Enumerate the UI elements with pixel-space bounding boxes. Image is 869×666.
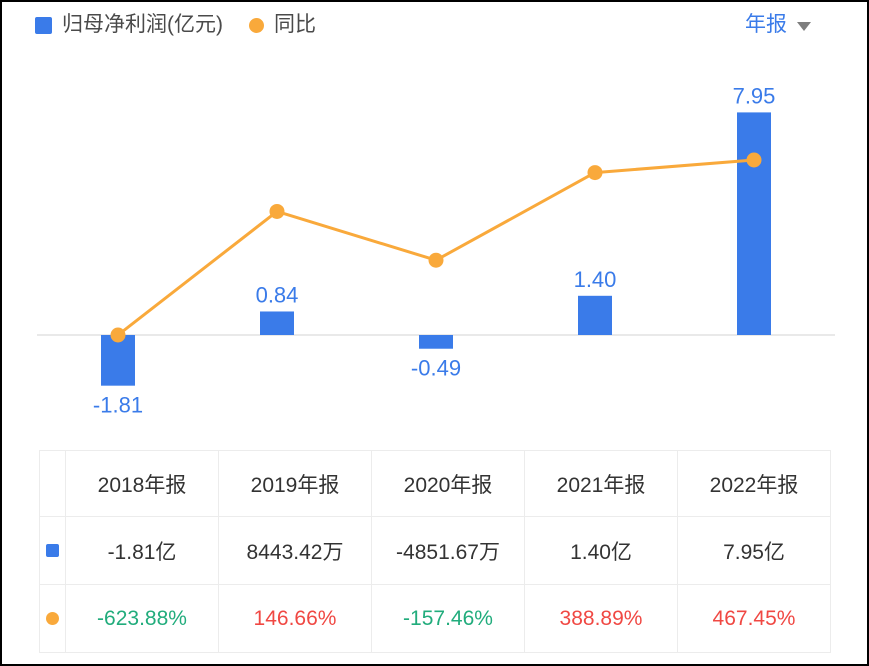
period-dropdown[interactable]: 年报 <box>745 13 811 37</box>
net-profit-square-icon <box>46 544 59 557</box>
bar-value-label-2020年报: -0.49 <box>411 356 461 381</box>
header-2021: 2021年报 <box>524 450 678 517</box>
yoy-2022: 467.45% <box>677 584 831 653</box>
period-dropdown-label: 年报 <box>745 13 787 36</box>
caret-down-icon <box>797 22 811 31</box>
yoy-point-2021年报[interactable] <box>587 165 603 181</box>
net-profit-icon-cell <box>39 516 66 585</box>
yoy-2018: -623.88% <box>65 584 219 653</box>
yoy-2021: 388.89% <box>524 584 678 653</box>
net-profit-square-icon <box>35 16 52 34</box>
profit-bar-2019年报[interactable] <box>260 311 294 335</box>
yoy-point-2022年报[interactable] <box>746 152 762 168</box>
net-profit-2021: 1.40亿 <box>524 516 678 585</box>
header-2018: 2018年报 <box>65 450 219 517</box>
yoy-point-2018年报[interactable] <box>110 327 126 343</box>
yoy-2020: -157.46% <box>371 584 525 653</box>
yoy-circle-icon <box>46 612 59 625</box>
chart-legend: 归母净利润(亿元) 同比 <box>35 13 316 37</box>
net-profit-row: -1.81亿 8443.42万 -4851.67万 1.40亿 7.95亿 <box>39 516 831 585</box>
yoy-line <box>117 158 755 337</box>
net-profit-2020: -4851.67万 <box>371 516 525 585</box>
profit-bar-2020年报[interactable] <box>419 335 453 349</box>
yoy-2019: 146.66% <box>218 584 372 653</box>
profit-bar-2022年报[interactable] <box>737 112 771 336</box>
net-profit-2022: 7.95亿 <box>677 516 831 585</box>
profit-yoy-chart: -1.81 0.84 -0.49 1.40 7.95 <box>37 83 835 418</box>
yoy-circle-icon <box>249 17 264 33</box>
legend-label-net-profit: 归母净利润(亿元) <box>62 13 223 36</box>
header-icon-cell <box>39 450 66 517</box>
yoy-icon-cell <box>39 584 66 653</box>
header-2019: 2019年报 <box>218 450 372 517</box>
bar-value-label-2019年报: 0.84 <box>256 282 299 307</box>
bar-value-label-2018年报: -1.81 <box>93 393 143 418</box>
table-header-row: 2018年报 2019年报 2020年报 2021年报 2022年报 <box>39 450 831 517</box>
profit-bar-2018年报[interactable] <box>101 335 135 386</box>
header-2020: 2020年报 <box>371 450 525 517</box>
net-profit-2019: 8443.42万 <box>218 516 372 585</box>
legend-item-net-profit[interactable]: 归母净利润(亿元) <box>35 13 223 37</box>
profit-bar-2021年报[interactable] <box>578 295 612 335</box>
legend-item-yoy[interactable]: 同比 <box>249 13 316 37</box>
bar-value-label-2021年报: 1.40 <box>574 267 617 292</box>
yoy-point-2019年报[interactable] <box>269 203 285 219</box>
net-profit-2018: -1.81亿 <box>65 516 219 585</box>
bar-value-label-2022年报: 7.95 <box>733 83 776 108</box>
header-2022: 2022年报 <box>677 450 831 517</box>
yoy-row: -623.88% 146.66% -157.46% 388.89% 467.45… <box>39 584 831 653</box>
yoy-point-2020年报[interactable] <box>428 252 444 268</box>
report-data-table: 2018年报 2019年报 2020年报 2021年报 2022年报 -1.81… <box>39 450 831 653</box>
legend-label-yoy: 同比 <box>274 13 316 36</box>
